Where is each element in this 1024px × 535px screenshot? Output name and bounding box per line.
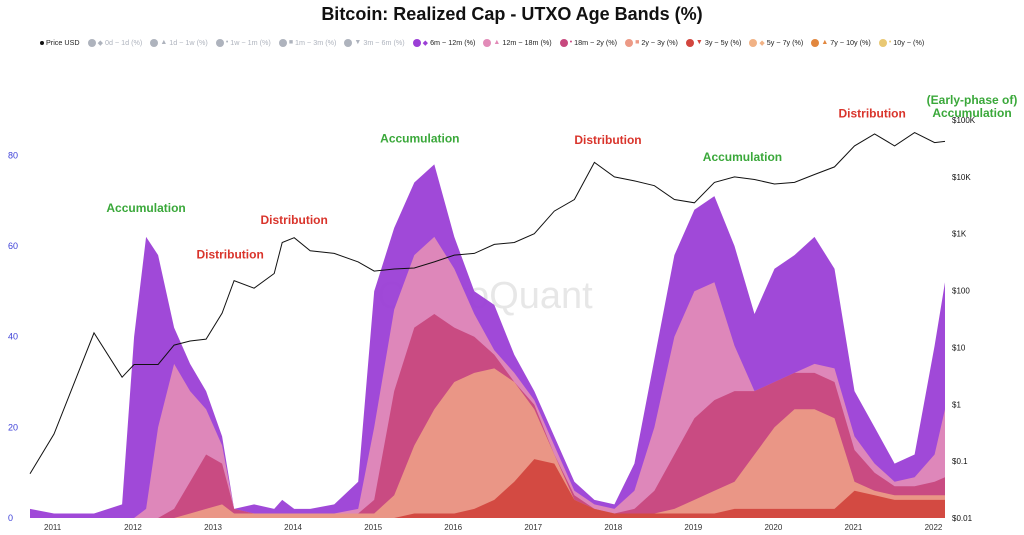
legend-label: 18m ~ 2y (%) xyxy=(574,38,618,47)
x-tick-label: 2020 xyxy=(764,523,782,532)
x-tick-label: 2015 xyxy=(364,523,382,532)
legend-item[interactable]: • 10y ~ (%) xyxy=(878,38,925,47)
legend-marker-icon: ◆ xyxy=(422,39,429,47)
x-tick-label: 2022 xyxy=(925,523,943,532)
legend-marker-icon: ■ xyxy=(635,39,640,46)
legend-item[interactable]: • 18m ~ 2y (%) xyxy=(559,38,618,47)
annotation-label: Distribution xyxy=(574,133,641,147)
y-right-tick-label: $10 xyxy=(952,343,966,352)
x-tick-label: 2019 xyxy=(684,523,702,532)
legend-label: 2y ~ 3y (%) xyxy=(641,38,678,47)
x-tick-label: 2014 xyxy=(284,523,302,532)
legend-marker-icon: ◆ xyxy=(97,39,103,47)
legend-item[interactable]: ▲ 7y ~ 10y (%) xyxy=(811,38,871,47)
legend-item[interactable]: ■ 1m ~ 3m (%) xyxy=(278,38,337,47)
area-series-3 xyxy=(30,368,945,518)
x-tick-label: 2013 xyxy=(204,523,222,532)
legend-swatch xyxy=(685,38,694,47)
y-left-tick-label: 40 xyxy=(8,332,18,342)
legend-item[interactable]: ▲ 1d ~ 1w (%) xyxy=(150,38,208,47)
legend-marker-icon: ▼ xyxy=(695,39,703,46)
legend-swatch xyxy=(278,38,287,47)
legend-marker-icon: • xyxy=(569,39,573,46)
legend-marker-icon: ◆ xyxy=(759,39,765,47)
legend-marker-icon: ▲ xyxy=(821,39,829,46)
y-right-tick-label: $100K xyxy=(952,116,976,125)
legend-marker-icon: ▲ xyxy=(493,39,501,46)
legend-swatch xyxy=(749,38,758,47)
area-series-4 xyxy=(30,459,945,518)
right-annotation-label: (Early-phase of) xyxy=(927,93,1018,107)
y-right-tick-label: $1K xyxy=(952,230,967,239)
annotation-label: Distribution xyxy=(838,107,905,121)
legend-swatch xyxy=(878,38,887,47)
y-left-tick-label: 80 xyxy=(8,150,18,160)
legend-label: 7y ~ 10y (%) xyxy=(830,38,871,47)
legend-label: 1m ~ 3m (%) xyxy=(295,38,337,47)
y-right-tick-label: $0.01 xyxy=(952,514,973,523)
legend-item[interactable]: ◆ 0d ~ 1d (%) xyxy=(87,38,143,47)
annotation-label: Accumulation xyxy=(106,201,185,215)
legend-item[interactable]: • 1w ~ 1m (%) xyxy=(215,38,271,47)
legend-swatch xyxy=(625,38,634,47)
x-tick-label: 2011 xyxy=(44,523,62,532)
legend-label: 0d ~ 1d (%) xyxy=(104,38,143,47)
legend-marker-icon: • xyxy=(888,39,892,46)
legend-label: Price USD xyxy=(46,38,80,47)
annotation-label: Distribution xyxy=(196,248,263,262)
legend: Price USD ◆ 0d ~ 1d (%) ▲ 1d ~ 1w (%) • 1w ~ 1… xyxy=(40,38,1000,47)
legend-item[interactable]: ▲ 12m ~ 18m (%) xyxy=(483,38,552,47)
y-left-tick-label: 60 xyxy=(8,241,18,251)
legend-marker-icon: ■ xyxy=(288,39,294,46)
legend-label: 12m ~ 18m (%) xyxy=(502,38,552,47)
legend-label: 3m ~ 6m (%) xyxy=(363,38,405,47)
legend-marker-icon: ▼ xyxy=(354,39,362,46)
legend-marker-icon: ▲ xyxy=(160,39,168,46)
legend-item[interactable]: ■ 2y ~ 3y (%) xyxy=(625,38,678,47)
legend-swatch xyxy=(87,38,96,47)
legend-swatch xyxy=(483,38,492,47)
annotation-label: Distribution xyxy=(261,213,328,227)
legend-item[interactable]: Price USD xyxy=(40,38,80,47)
legend-swatch xyxy=(811,38,820,47)
legend-swatch xyxy=(412,38,421,47)
legend-swatch xyxy=(150,38,159,47)
price-line xyxy=(29,132,946,475)
legend-label: 5y ~ 7y (%) xyxy=(766,38,804,47)
legend-label: 1w ~ 1m (%) xyxy=(230,38,271,47)
legend-item[interactable]: ◆ 5y ~ 7y (%) xyxy=(749,38,803,47)
legend-label: 1d ~ 1w (%) xyxy=(169,38,208,47)
legend-swatch xyxy=(344,38,353,47)
x-tick-label: 2018 xyxy=(604,523,622,532)
legend-label: 6m ~ 12m (%) xyxy=(430,38,476,47)
y-left-tick-label: 20 xyxy=(8,422,18,432)
y-left-tick-label: 0 xyxy=(8,513,13,523)
x-tick-label: 2017 xyxy=(524,523,542,532)
y-right-tick-label: $10K xyxy=(952,173,971,182)
chart-title: Bitcoin: Realized Cap - UTXO Age Bands (… xyxy=(321,4,703,24)
x-tick-label: 2012 xyxy=(124,523,142,532)
y-right-tick-label: $1 xyxy=(952,400,961,409)
legend-item[interactable]: ▼ 3m ~ 6m (%) xyxy=(344,38,405,47)
annotation-label: Accumulation xyxy=(380,132,459,146)
legend-swatch xyxy=(215,38,224,47)
y-right-tick-label: $100 xyxy=(952,287,970,296)
x-tick-label: 2016 xyxy=(444,523,462,532)
legend-swatch xyxy=(559,38,568,47)
legend-item[interactable]: ▼ 3y ~ 5y (%) xyxy=(685,38,742,47)
right-annotation-label: Accumulation xyxy=(932,106,1011,120)
legend-label: 3y ~ 5y (%) xyxy=(704,38,742,47)
y-right-tick-label: $0.1 xyxy=(952,457,968,466)
legend-swatch xyxy=(40,40,44,45)
x-tick-label: 2021 xyxy=(845,523,863,532)
legend-marker-icon: • xyxy=(225,39,229,46)
legend-item[interactable]: ◆ 6m ~ 12m (%) xyxy=(412,38,476,47)
legend-label: 10y ~ (%) xyxy=(893,38,925,47)
annotation-label: Accumulation xyxy=(703,150,782,164)
